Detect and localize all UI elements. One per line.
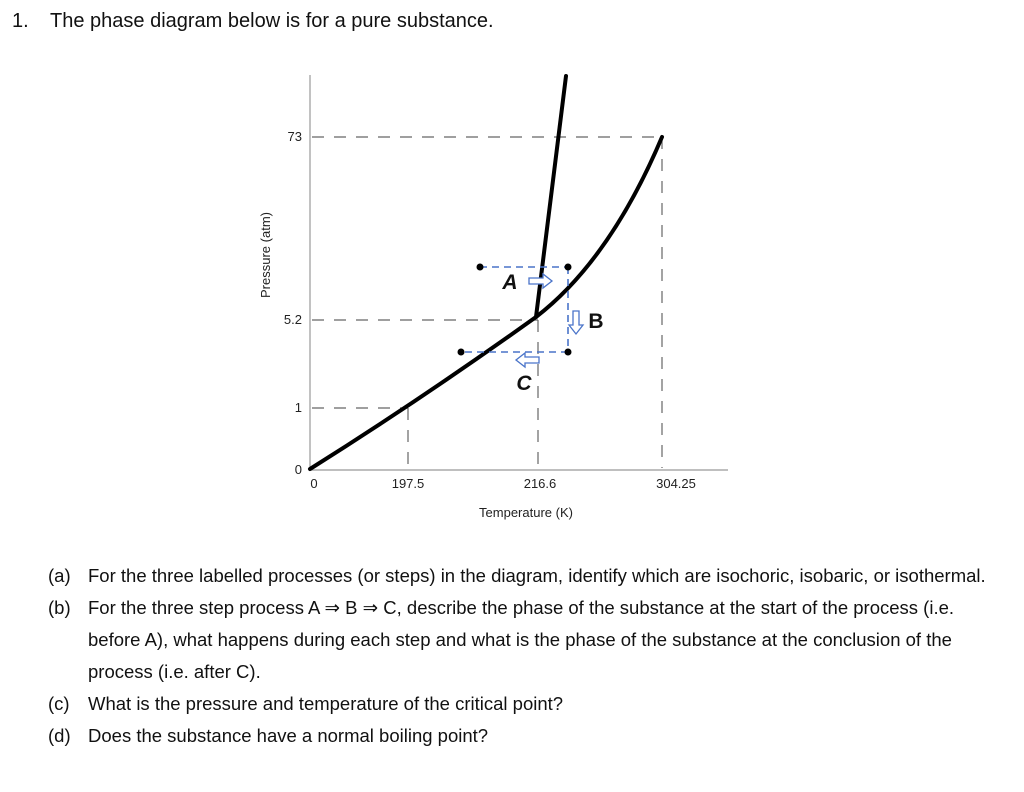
arrow-right-icon	[528, 272, 554, 290]
process-b-end-point	[564, 348, 572, 356]
part-a: (a) For the three labelled processes (or…	[48, 560, 998, 592]
part-b: (b) For the three step process A ⇒ B ⇒ C…	[48, 592, 998, 688]
part-label: (d)	[48, 725, 71, 746]
part-label: (b)	[48, 597, 71, 618]
fusion-curve	[534, 74, 568, 319]
x-tick-0: 0	[310, 476, 317, 491]
part-label: (c)	[48, 693, 70, 714]
y-axis-title: Pressure (atm)	[258, 212, 273, 298]
x-tick-304-25: 304.25	[656, 476, 696, 491]
y-tick-5-2: 5.2	[284, 312, 302, 327]
question-text: The phase diagram below is for a pure su…	[50, 10, 494, 32]
process-label-a: A	[501, 271, 517, 294]
process-start-point	[476, 263, 484, 271]
phase-diagram: 73 5.2 1 0 0 197.5 216.6 304.25 Temperat…	[258, 74, 728, 520]
guide-lines	[312, 136, 663, 468]
part-d: (d) Does the substance have a normal boi…	[48, 720, 998, 752]
x-tick-197-5: 197.5	[392, 476, 425, 491]
x-axis-title: Temperature (K)	[479, 505, 573, 520]
part-text: Does the substance have a normal boiling…	[88, 725, 489, 746]
process-path	[461, 266, 569, 353]
y-tick-73: 73	[288, 129, 302, 144]
arrow-left-icon	[514, 351, 540, 369]
process-label-c: C	[516, 372, 532, 395]
y-tick-0: 0	[295, 462, 302, 477]
process-label-b: B	[588, 310, 603, 333]
process-a-end-point	[564, 263, 572, 271]
question-number: 1.	[12, 10, 29, 32]
y-tick-1: 1	[295, 400, 302, 415]
part-text: For the three step process A ⇒ B ⇒ C, de…	[88, 597, 955, 682]
x-tick-216-6: 216.6	[524, 476, 557, 491]
question-parts: (a) For the three labelled processes (or…	[48, 560, 998, 752]
part-c: (c) What is the pressure and temperature…	[48, 688, 998, 720]
process-c-end-point	[457, 348, 465, 356]
sublimation-vaporization-curve	[308, 135, 664, 471]
part-text: For the three labelled processes (or ste…	[88, 565, 986, 586]
question-heading: 1. The phase diagram below is for a pure …	[12, 10, 494, 33]
arrow-down-icon	[567, 310, 585, 336]
part-text: What is the pressure and temperature of …	[88, 693, 564, 714]
process-arrows	[514, 272, 585, 369]
part-label: (a)	[48, 565, 71, 586]
